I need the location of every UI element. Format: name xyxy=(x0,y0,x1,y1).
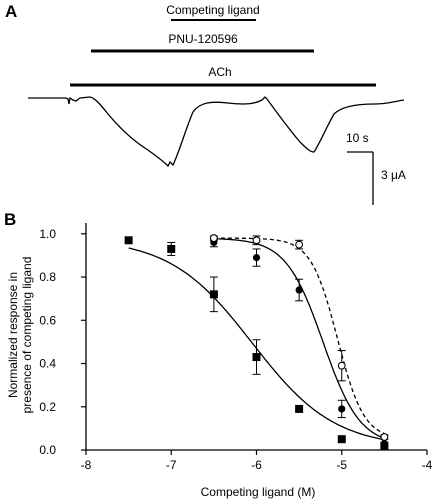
square-marker xyxy=(167,244,176,253)
ach-bar-label: ACh xyxy=(208,65,231,79)
open-circle-marker xyxy=(295,240,304,249)
filled-circle-marker xyxy=(295,286,303,294)
pnu-120596-bar-label: PNU-120596 xyxy=(168,32,238,46)
y-tick-label: 0.8 xyxy=(39,270,56,284)
open-circle-marker xyxy=(337,361,346,370)
panel-a: A Competing ligand PNU-120596 ACh 10 s 3… xyxy=(5,2,406,205)
open-circle-marker xyxy=(209,234,218,243)
square-marker xyxy=(337,435,346,444)
open-circle-marker xyxy=(252,236,261,245)
x-tick-label: -5 xyxy=(336,458,347,472)
current-scale-label: 3 μA xyxy=(381,168,406,182)
x-tick-label: -6 xyxy=(251,458,262,472)
x-tick-label: -4 xyxy=(422,458,433,472)
y-axis-label-line2: presence of competing ligand xyxy=(20,257,34,414)
fit-curves xyxy=(128,237,385,441)
y-tick-label: 1.0 xyxy=(39,227,56,241)
square-marker xyxy=(124,236,133,245)
panel-b: B Normalized response in presence of com… xyxy=(4,210,433,499)
x-tick-label: -8 xyxy=(81,458,92,472)
error-bars xyxy=(167,235,389,440)
y-tick-label: 0.0 xyxy=(39,443,56,457)
x-axis-label: Competing ligand (M) xyxy=(201,485,316,499)
square-marker xyxy=(295,404,304,413)
filled-circle-marker xyxy=(380,439,388,448)
y-tick-label: 0.4 xyxy=(39,357,56,371)
fit-curve-series-3 xyxy=(213,237,385,435)
square-marker xyxy=(252,353,261,362)
filled-circle-marker xyxy=(252,253,261,262)
axes: 0.0 0.2 0.4 0.6 0.8 1.0 -8 -7 -6 -5 -4 xyxy=(39,223,433,472)
y-tick-label: 0.2 xyxy=(39,400,56,414)
data-points xyxy=(124,234,389,450)
panel-b-label: B xyxy=(4,210,16,229)
current-trace xyxy=(28,96,405,168)
y-tick-label: 0.6 xyxy=(39,313,56,327)
square-marker xyxy=(209,290,218,299)
time-scale-label: 10 s xyxy=(346,131,369,145)
y-axis-label: Normalized response in xyxy=(6,272,20,398)
panel-a-label: A xyxy=(5,2,17,21)
open-circle-marker xyxy=(380,433,389,441)
filled-circle-marker xyxy=(338,405,346,413)
competing-ligand-bar-label: Competing ligand xyxy=(166,3,259,17)
x-tick-label: -7 xyxy=(166,458,177,472)
